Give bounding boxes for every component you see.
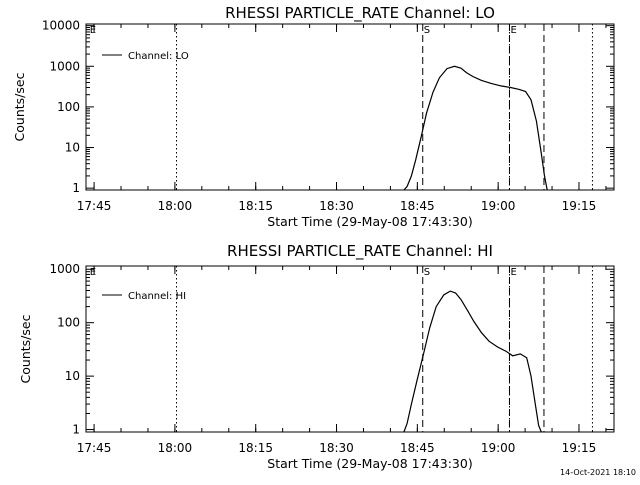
y-tick-label: 1000 <box>49 59 80 73</box>
x-tick-label: 18:00 <box>158 199 193 213</box>
x-tick-label: 19:00 <box>481 441 516 455</box>
y-axis-label: Counts/sec <box>18 314 33 383</box>
event-marker-label: S <box>424 25 430 36</box>
y-tick-label: 10 <box>65 141 80 155</box>
x-axis-label: Start Time (29-May-08 17:43:30) <box>267 214 472 229</box>
legend-entry: Channel: HI <box>128 291 186 302</box>
x-tick-label: 19:15 <box>562 441 597 455</box>
x-tick-label: 18:45 <box>400 441 435 455</box>
x-tick-label: 17:45 <box>77 441 112 455</box>
legend-entry: Channel: LO <box>128 51 189 62</box>
event-marker-label: E <box>510 25 516 36</box>
panel-lo: RHESSI PARTICLE_RATE Channel: LO 1 10 100 10… <box>12 4 615 229</box>
event-marker-label: E <box>90 267 96 278</box>
event-marker-label: E <box>510 267 516 278</box>
panel-hi: RHESSI PARTICLE_RATE Channel: HI 1 10 100 10… <box>18 242 615 471</box>
series-line <box>403 290 542 433</box>
y-axis-label: Counts/sec <box>12 72 27 141</box>
y-tick-label: 10000 <box>42 19 80 33</box>
chart-title: RHESSI PARTICLE_RATE Channel: HI <box>227 242 493 261</box>
chart-title: RHESSI PARTICLE_RATE Channel: LO <box>225 4 495 23</box>
plot-frame <box>85 265 615 433</box>
x-axis-label: Start Time (29-May-08 17:43:30) <box>267 456 472 471</box>
series-line <box>403 65 548 191</box>
x-tick-label: 18:00 <box>158 441 193 455</box>
x-tick-label: 19:00 <box>481 199 516 213</box>
x-tick-label: 18:30 <box>319 441 354 455</box>
y-tick-label: 1 <box>72 423 80 437</box>
y-tick-label: 1000 <box>49 262 80 276</box>
x-tick-label: 17:45 <box>77 199 112 213</box>
x-tick-label: 18:15 <box>238 199 273 213</box>
y-tick-label: 10 <box>65 369 80 383</box>
footer-timestamp: 14-Oct-2021 18:10 <box>560 468 636 477</box>
event-marker-label: E <box>90 25 96 36</box>
event-marker-label: S <box>424 267 430 278</box>
y-tick-label: 100 <box>57 316 80 330</box>
x-tick-label: 18:45 <box>400 199 435 213</box>
y-tick-label: 1 <box>72 181 80 195</box>
y-tick-label: 100 <box>57 100 80 114</box>
x-tick-label: 18:30 <box>319 199 354 213</box>
x-tick-label: 19:15 <box>562 199 597 213</box>
x-tick-label: 18:15 <box>238 441 273 455</box>
